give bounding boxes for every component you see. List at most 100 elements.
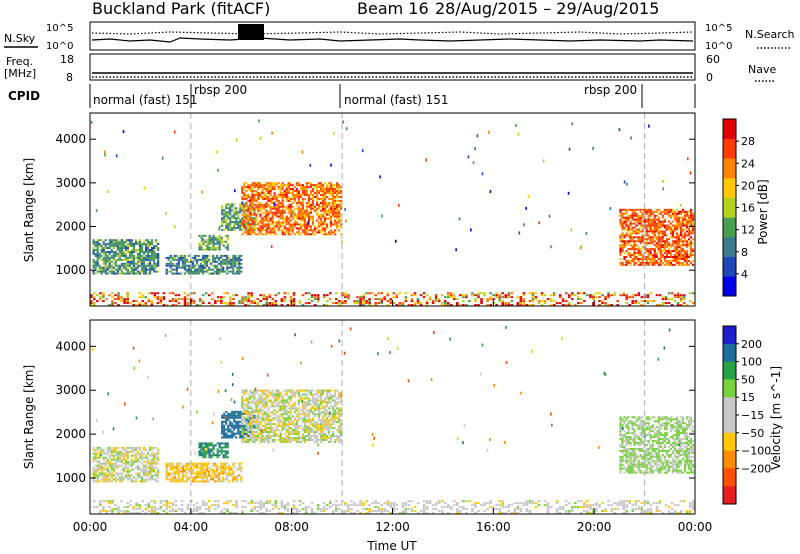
- heatmap-cell: [94, 241, 97, 244]
- heatmap-cell: [255, 223, 258, 226]
- heatmap-cell: [555, 508, 559, 511]
- heatmap-cell: [251, 195, 254, 198]
- heatmap-cell: [555, 502, 559, 505]
- heatmap-cell: [124, 452, 127, 455]
- heatmap-cell: [340, 225, 343, 228]
- heatmap-cell: [236, 268, 239, 271]
- heatmap-cell: [619, 261, 622, 264]
- heatmap-cell: [241, 228, 244, 231]
- heatmap-cell: [253, 182, 256, 185]
- heatmap-cell: [233, 207, 236, 210]
- heatmap-cell: [301, 199, 304, 202]
- heatmap-cell: [241, 424, 244, 427]
- heatmap-cell: [280, 502, 284, 505]
- heatmap-cell: [516, 506, 520, 509]
- heatmap-cell: [162, 298, 166, 301]
- heatmap-cell: [146, 241, 150, 244]
- heatmap-cell: [106, 476, 109, 479]
- heatmap-cell: [96, 506, 99, 509]
- heatmap-cell: [92, 446, 95, 449]
- heatmap-cell: [96, 300, 99, 303]
- heatmap-cell: [465, 296, 468, 299]
- heatmap-cell: [507, 292, 511, 295]
- heatmap-cell: [691, 238, 695, 241]
- heatmap-cell: [583, 504, 586, 507]
- heatmap-cell: [228, 470, 231, 473]
- heatmap-cell: [235, 512, 238, 514]
- heatmap-cell: [132, 266, 136, 269]
- heatmap-cell: [200, 246, 203, 249]
- heatmap-cell: [132, 480, 136, 483]
- heatmap-cell: [687, 234, 691, 237]
- heatmap-cell: [309, 229, 313, 232]
- heatmap-cell: [159, 508, 163, 511]
- heatmap-cell: [98, 468, 101, 471]
- heatmap-cell: [291, 197, 294, 200]
- heatmap-cell: [171, 272, 174, 275]
- heatmap-cell: [338, 195, 341, 198]
- heatmap-cell: [271, 298, 275, 301]
- heatmap-cell: [311, 215, 315, 218]
- heatmap-cell: [177, 302, 181, 305]
- heatmap-cell: [271, 508, 275, 511]
- heatmap-cell: [671, 242, 675, 245]
- heatmap-cell: [579, 246, 582, 250]
- heatmap-cell: [631, 259, 634, 262]
- heatmap-cell: [106, 258, 109, 261]
- heatmap-cell: [627, 230, 630, 233]
- heatmap-cell: [641, 216, 644, 219]
- heatmap-cell: [195, 474, 199, 477]
- heatmap-cell: [214, 470, 217, 473]
- heatmap-cell: [404, 292, 408, 295]
- heatmap-cell: [134, 480, 138, 483]
- heatmap-cell: [359, 504, 362, 507]
- heatmap-cell: [235, 416, 238, 419]
- heatmap-cell: [498, 504, 501, 507]
- heatmap-cell: [377, 510, 380, 513]
- heatmap-cell: [577, 506, 580, 509]
- heatmap-cell: [280, 512, 284, 514]
- heatmap-cell: [422, 500, 426, 503]
- heatmap-cell: [241, 186, 244, 189]
- heatmap-cell: [313, 233, 317, 236]
- heatmap-cell: [99, 512, 102, 514]
- heatmap-cell: [685, 234, 689, 237]
- heatmap-cell: [619, 254, 622, 257]
- heatmap-cell: [301, 508, 305, 511]
- heatmap-cell: [671, 240, 675, 243]
- heatmap-cell: [631, 236, 634, 239]
- heatmap-cell: [279, 195, 282, 198]
- heatmap-cell: [156, 302, 160, 305]
- heatmap-cell: [241, 296, 244, 299]
- heatmap-cell: [218, 474, 221, 477]
- heatmap-cell: [287, 211, 290, 214]
- heatmap-cell: [132, 448, 136, 451]
- heatmap-cell: [675, 232, 679, 235]
- heatmap-cell: [453, 296, 456, 299]
- heatmap-cell: [643, 218, 646, 221]
- heatmap-cell: [637, 257, 640, 260]
- heatmap-cell: [134, 466, 138, 469]
- heatmap-cell: [216, 238, 219, 241]
- heatmap-cell: [126, 243, 130, 246]
- heatmap-cell: [181, 468, 184, 471]
- heatmap-cell: [220, 480, 223, 483]
- heatmap-cell: [231, 424, 234, 427]
- heatmap-cell: [249, 430, 252, 433]
- heatmap-cell: [186, 506, 190, 509]
- heatmap-cell: [643, 220, 646, 223]
- heatmap-cell: [205, 258, 209, 261]
- heatmap-cell: [305, 205, 308, 208]
- heatmap-cell: [130, 243, 134, 246]
- heatmap-cell: [205, 254, 209, 257]
- colorbar-tick-label: 4: [741, 268, 748, 281]
- heatmap-cell: [523, 223, 525, 227]
- heatmap-cell: [128, 254, 132, 257]
- heatmap-cell: [336, 207, 339, 210]
- heatmap-cell: [206, 446, 209, 449]
- heatmap-cell: [679, 246, 683, 249]
- heatmap-cell: [474, 504, 477, 507]
- heatmap-cell: [151, 241, 154, 244]
- heatmap-cell: [291, 201, 294, 204]
- heatmap-cell: [267, 205, 270, 208]
